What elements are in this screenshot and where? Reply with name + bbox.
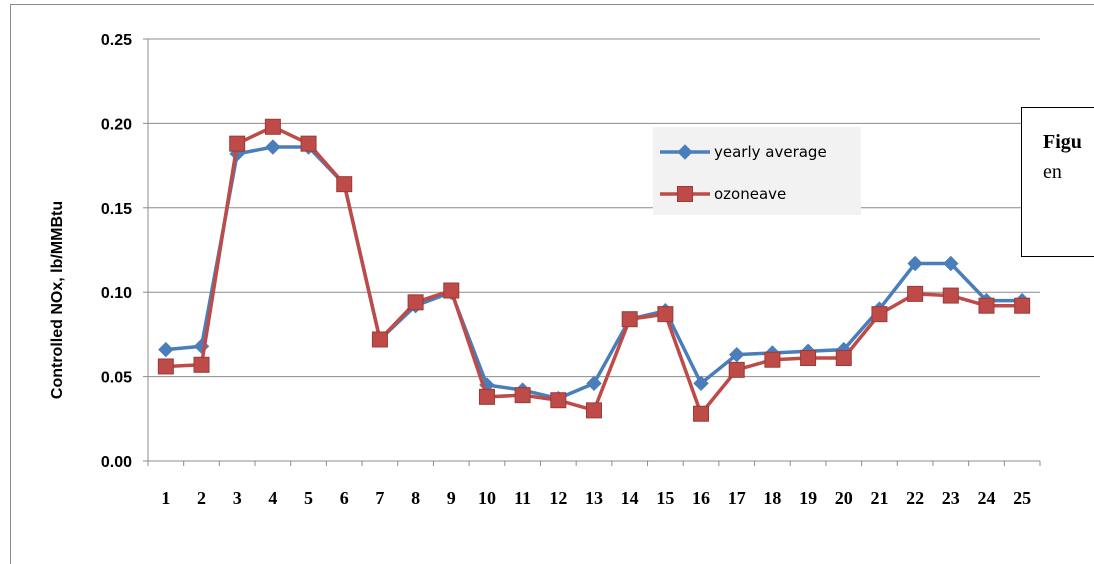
x-tick-label: 18 (763, 488, 781, 508)
data-point-ozoneave (371, 331, 388, 348)
data-point-yearly-average (907, 255, 923, 272)
legend: yearly average ozoneave (653, 127, 861, 215)
x-tick-label: 13 (585, 488, 603, 508)
y-tick-label: 0.10 (101, 285, 132, 302)
x-tick-label: 25 (1013, 488, 1031, 508)
data-point-ozoneave (728, 361, 745, 378)
data-point-ozoneave (942, 287, 959, 304)
series-ozoneave (157, 118, 1031, 422)
x-tick-label: 20 (835, 488, 853, 508)
data-point-ozoneave (550, 392, 567, 409)
data-point-ozoneave (264, 118, 281, 135)
data-point-yearly-average (586, 375, 602, 392)
data-point-yearly-average (943, 255, 959, 272)
x-tick-label: 9 (447, 488, 456, 508)
data-point-ozoneave (300, 135, 317, 152)
x-tick-label: 12 (549, 488, 567, 508)
x-tick-label: 8 (411, 488, 420, 508)
legend-marker-ozoneave (677, 186, 693, 202)
data-point-ozoneave (835, 350, 852, 367)
caption-line-2: en (1043, 161, 1062, 183)
chart-border (10, 4, 1094, 564)
x-tick-label: 16 (692, 488, 710, 508)
x-tick-label: 17 (728, 488, 746, 508)
data-point-yearly-average (729, 346, 745, 363)
legend-label-yearly-average: yearly average (714, 143, 827, 161)
x-tick-label: 14 (621, 488, 639, 508)
y-tick-label: 0.05 (101, 370, 132, 387)
x-tick-label: 19 (799, 488, 817, 508)
legend-marker-yearly-average (677, 144, 693, 160)
data-point-ozoneave (586, 402, 602, 419)
x-tick-label: 1 (161, 488, 170, 508)
y-tick-label: 0.00 (101, 454, 132, 471)
x-tick-label: 23 (942, 488, 960, 508)
x-tick-label: 2 (197, 488, 206, 508)
y-tick-label: 0.25 (101, 32, 132, 49)
y-tick-label: 0.15 (101, 201, 132, 218)
x-tick-label: 11 (514, 488, 531, 508)
data-point-ozoneave (800, 350, 817, 367)
data-point-ozoneave (514, 387, 531, 404)
data-point-ozoneave (157, 358, 174, 375)
legend-label-ozoneave: ozoneave (714, 185, 786, 203)
x-tick-label: 5 (304, 488, 313, 508)
data-point-ozoneave (693, 405, 710, 422)
data-point-ozoneave (764, 351, 781, 368)
data-point-ozoneave (193, 356, 210, 373)
x-tick-label: 7 (375, 488, 384, 508)
caption-line-1: Figu (1043, 131, 1082, 153)
data-point-ozoneave (336, 176, 353, 193)
data-point-yearly-average (693, 375, 709, 392)
data-point-ozoneave (407, 294, 424, 311)
x-tick-label: 3 (233, 488, 242, 508)
data-point-yearly-average (158, 341, 174, 358)
data-point-ozoneave (871, 306, 888, 323)
data-point-ozoneave (978, 297, 995, 314)
x-tick-label: 22 (906, 488, 924, 508)
x-tick-label: 21 (870, 488, 888, 508)
data-point-ozoneave (907, 285, 924, 302)
x-tick-label: 24 (977, 488, 995, 508)
x-tick-label: 4 (268, 488, 277, 508)
data-point-ozoneave (657, 306, 674, 323)
x-tick-label: 6 (340, 488, 349, 508)
y-axis-label: Controlled NOx, lb/MMBtu (49, 201, 66, 399)
y-tick-label: 0.20 (101, 116, 132, 133)
figure-caption-box: Figu en (1021, 107, 1094, 257)
data-point-yearly-average (265, 139, 281, 155)
x-tick-label: 15 (656, 488, 674, 508)
data-point-ozoneave (621, 311, 638, 328)
data-point-ozoneave (443, 282, 460, 299)
data-point-ozoneave (1014, 297, 1031, 314)
data-point-ozoneave (478, 388, 495, 405)
x-tick-label: 10 (478, 488, 496, 508)
data-point-ozoneave (229, 135, 246, 152)
